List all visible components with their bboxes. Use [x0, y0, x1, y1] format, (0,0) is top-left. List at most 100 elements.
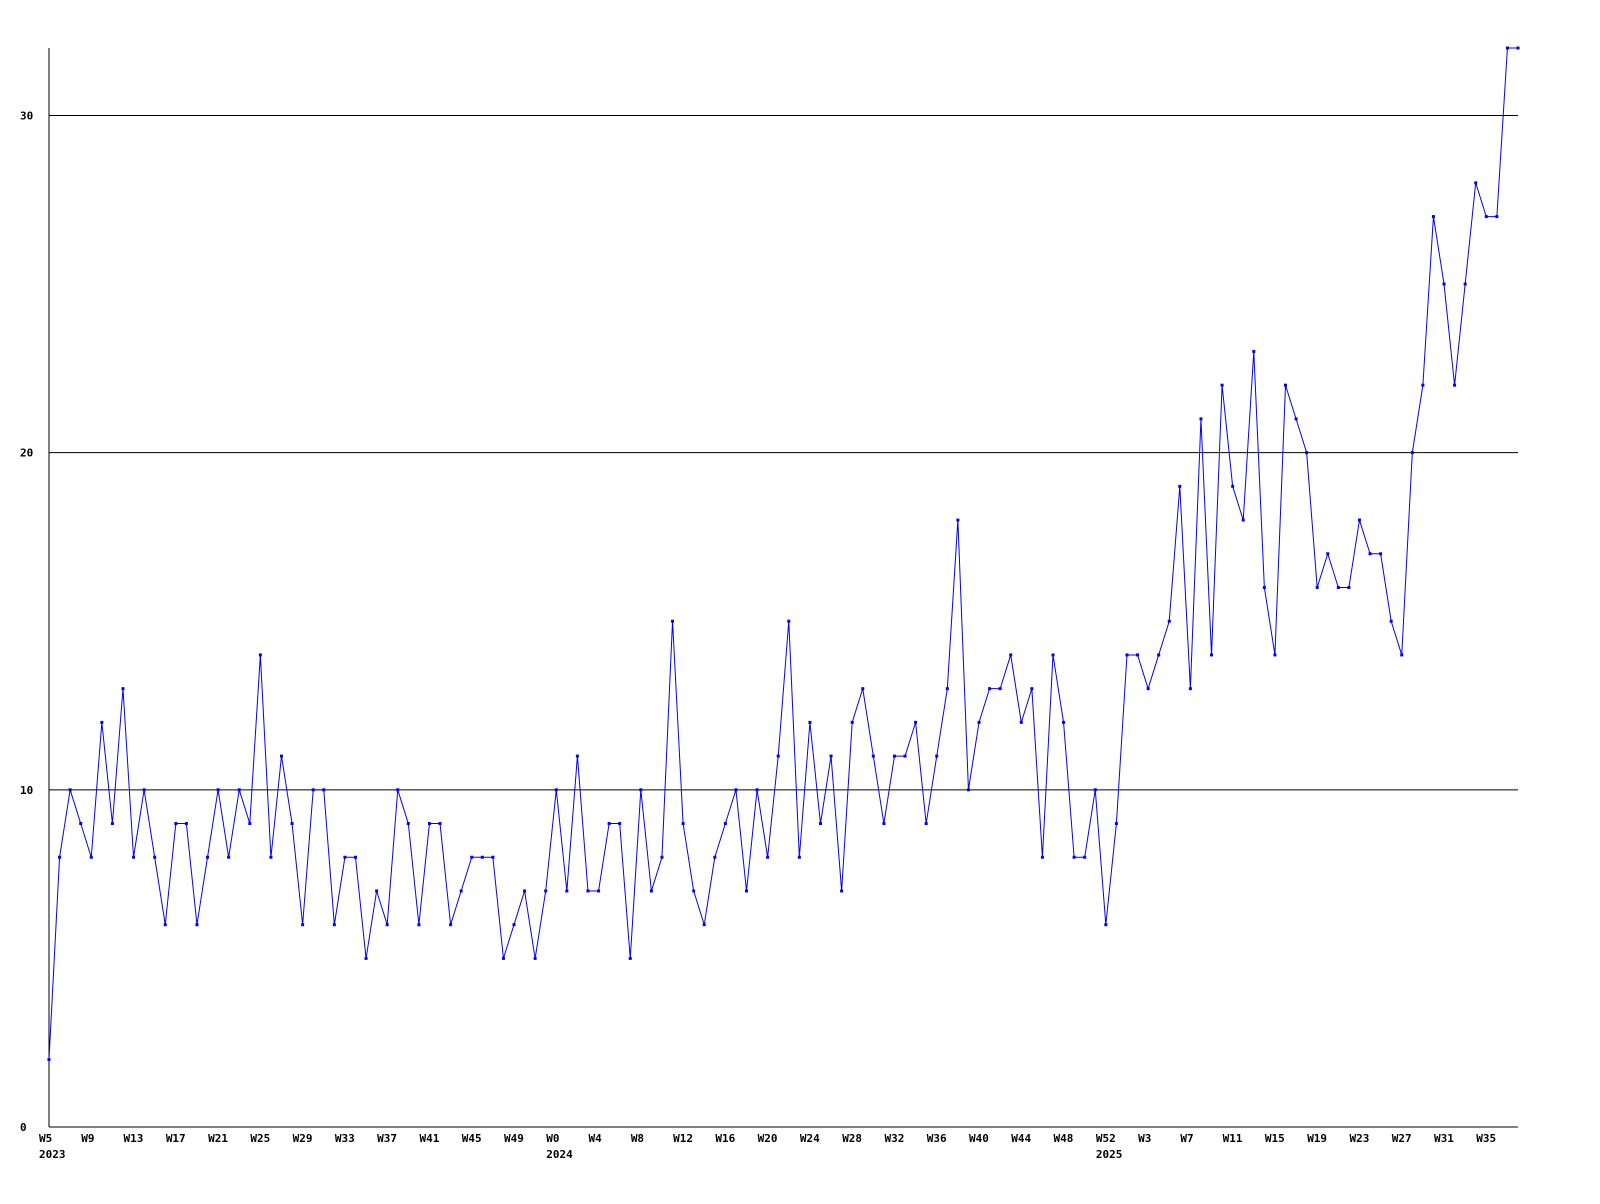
point	[47, 1058, 51, 1062]
point	[385, 923, 389, 927]
point	[1495, 215, 1499, 219]
point	[1040, 855, 1044, 859]
x-tick-label: W5	[39, 1132, 52, 1145]
point	[671, 619, 675, 623]
point	[1178, 484, 1182, 488]
point	[100, 720, 104, 724]
point	[935, 754, 939, 758]
point	[248, 822, 252, 826]
point	[311, 788, 315, 792]
x-tick-label: W44	[1011, 1132, 1031, 1145]
point	[787, 619, 791, 623]
point	[1315, 586, 1319, 589]
point	[639, 788, 643, 792]
point	[1474, 181, 1478, 185]
point	[966, 788, 970, 792]
x-tick-label: W35	[1476, 1132, 1496, 1145]
x-tick-label: W21	[208, 1132, 228, 1145]
point	[121, 687, 125, 691]
point	[776, 754, 780, 758]
x-tick-label: W12	[673, 1132, 693, 1145]
x-tick-label: W13	[124, 1132, 144, 1145]
point	[1062, 720, 1066, 724]
point	[755, 788, 759, 792]
point	[480, 855, 484, 859]
point	[924, 822, 928, 826]
point	[628, 956, 632, 960]
point	[914, 720, 918, 724]
point	[1431, 215, 1435, 219]
x-tick-label: W7	[1180, 1132, 1193, 1145]
point	[438, 822, 442, 826]
point	[322, 788, 326, 792]
point	[459, 889, 463, 893]
point	[745, 889, 749, 893]
point	[1146, 687, 1150, 691]
x-tick-label: W0	[546, 1132, 559, 1145]
point	[818, 822, 822, 826]
point	[1083, 855, 1087, 859]
x-tick-label: W8	[631, 1132, 644, 1145]
point	[1283, 383, 1287, 387]
point	[237, 788, 241, 792]
point	[1347, 586, 1351, 589]
point	[681, 822, 685, 826]
point	[1210, 653, 1214, 657]
point	[216, 788, 220, 792]
point	[586, 889, 590, 893]
point	[882, 822, 886, 826]
point	[956, 518, 960, 522]
point	[1379, 552, 1383, 556]
point	[1167, 619, 1171, 623]
point	[850, 720, 854, 724]
point	[1484, 215, 1488, 219]
point	[945, 687, 949, 691]
point	[1051, 653, 1055, 657]
x-tick-label: W52	[1096, 1132, 1116, 1145]
point	[1252, 349, 1256, 353]
point	[375, 889, 379, 893]
x-tick-label: W11	[1223, 1132, 1243, 1145]
point	[723, 822, 727, 826]
point	[227, 855, 231, 859]
point	[607, 822, 611, 826]
point	[1114, 822, 1118, 826]
point	[427, 822, 431, 826]
point	[470, 855, 474, 859]
point	[871, 754, 875, 758]
x-tick-label: W4	[589, 1132, 603, 1145]
x-tick-label: W27	[1392, 1132, 1412, 1145]
point	[174, 822, 178, 826]
point	[142, 788, 146, 792]
x-tick-label: W16	[715, 1132, 735, 1145]
point	[1072, 855, 1076, 859]
point	[1231, 484, 1235, 488]
point	[163, 923, 167, 927]
point	[1009, 653, 1013, 657]
point	[734, 788, 738, 792]
x-tick-label: W3	[1138, 1132, 1151, 1145]
point	[1368, 552, 1372, 556]
point	[79, 822, 83, 826]
point	[491, 855, 495, 859]
point	[523, 889, 527, 893]
point	[840, 889, 844, 893]
x-tick-label: W9	[81, 1132, 94, 1145]
point	[1262, 586, 1266, 589]
x-year-label: 2023	[39, 1148, 66, 1161]
point	[343, 855, 347, 859]
point	[364, 956, 368, 960]
point	[417, 923, 421, 927]
x-tick-label: W49	[504, 1132, 524, 1145]
point	[153, 855, 157, 859]
point	[1336, 586, 1340, 589]
x-tick-label: W24	[800, 1132, 820, 1145]
point	[353, 855, 357, 859]
x-tick-label: W17	[166, 1132, 186, 1145]
x-tick-label: W41	[419, 1132, 439, 1145]
point	[301, 923, 305, 927]
point	[396, 788, 400, 792]
x-year-label: 2024	[546, 1148, 573, 1161]
y-tick-label: 30	[20, 109, 33, 122]
point	[1421, 383, 1425, 387]
